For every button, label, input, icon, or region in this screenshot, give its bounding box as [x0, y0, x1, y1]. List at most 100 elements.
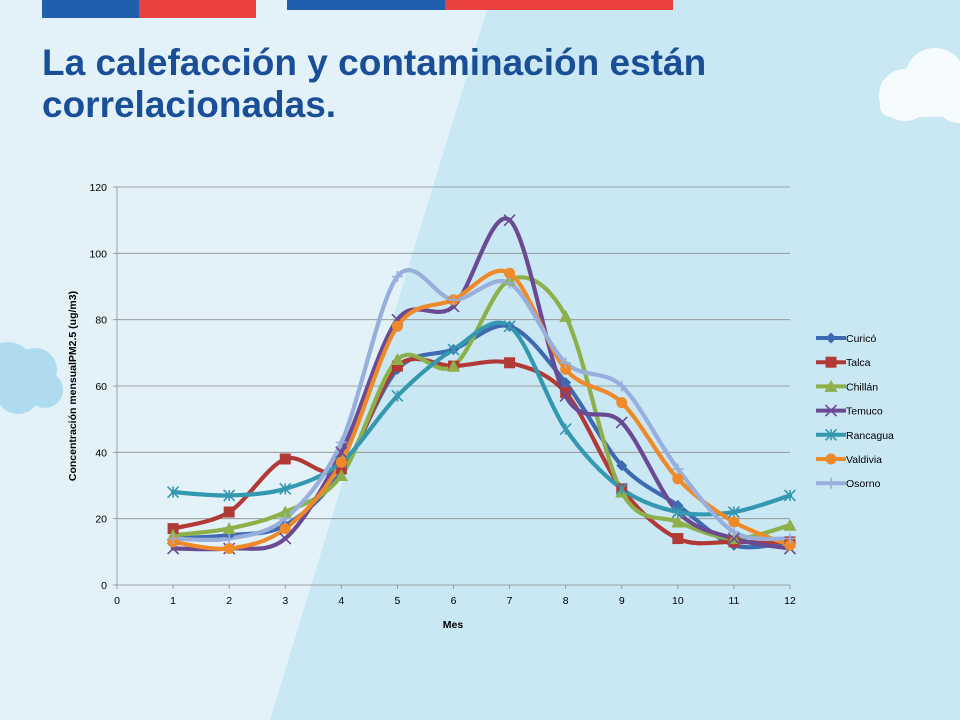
legend: Curicó Talca Chillán Temuco Rancagua Valdivia…	[816, 332, 894, 490]
data-point-Valdivia	[560, 363, 572, 375]
light-diagonal-panel	[0, 0, 490, 720]
data-point-Osorno	[391, 271, 403, 283]
series-line-Rancagua	[170, 320, 793, 517]
y-tick-label: 120	[89, 182, 107, 194]
data-point-Curicó	[616, 460, 628, 472]
stripe-red-left	[139, 0, 256, 18]
legend-swatch-marker	[825, 332, 837, 344]
x-tick-label: 7	[507, 595, 513, 607]
legend-label: Chillán	[846, 381, 878, 393]
legend-label: Rancagua	[846, 430, 894, 442]
data-point-Rancagua	[447, 343, 460, 356]
legend-swatch-marker	[825, 477, 837, 489]
data-point-Chillán	[671, 515, 685, 528]
y-axis-title: Concentración mensualPM2.5 (ug/m3)	[67, 291, 79, 481]
page-title-line2: correlacionadas.	[42, 84, 337, 125]
data-point-Rancagua	[279, 482, 292, 495]
data-point-Chillán	[278, 505, 292, 518]
data-point-Temuco	[615, 416, 628, 429]
data-point-Talca	[335, 463, 347, 475]
x-tick-label: 12	[784, 595, 796, 607]
data-point-Rancagua	[671, 505, 684, 519]
legend-swatch-marker	[824, 428, 838, 441]
y-tick-label: 20	[95, 514, 107, 526]
data-point-Rancagua	[391, 389, 404, 403]
cloud-icon	[0, 342, 63, 414]
x-tick-label: 6	[451, 595, 457, 607]
data-point-Talca	[391, 360, 403, 372]
data-point-Rancagua	[615, 482, 628, 495]
data-point-Temuco	[559, 389, 572, 403]
data-point-Talca	[279, 453, 291, 465]
page-title-line1: La calefacción y contaminación están	[42, 42, 707, 83]
data-point-Curicó	[560, 377, 572, 389]
data-point-Talca	[223, 506, 235, 518]
y-tick-label: 100	[89, 248, 107, 260]
data-point-Valdivia	[784, 539, 796, 551]
data-point-Valdivia	[616, 397, 628, 409]
data-point-Valdivia	[279, 523, 291, 535]
stripe-red-right	[445, 0, 673, 10]
cloud-icon	[879, 48, 960, 123]
series-markers	[166, 214, 797, 555]
x-tick-label: 8	[563, 595, 569, 607]
y-tick-label: 60	[95, 381, 107, 393]
series-lines	[170, 216, 793, 552]
data-point-Osorno	[672, 463, 684, 475]
data-point-Temuco	[279, 532, 292, 545]
data-point-Valdivia	[504, 267, 516, 279]
data-point-Osorno	[616, 380, 628, 392]
data-point-Rancagua	[727, 505, 740, 519]
x-tick-label: 0	[114, 595, 120, 607]
data-point-Chillán	[559, 309, 573, 322]
legend-label: Curicó	[846, 333, 877, 345]
data-point-Talca	[672, 533, 684, 545]
legend-swatch-marker	[824, 404, 838, 417]
data-point-Curicó	[672, 499, 684, 511]
x-tick-label: 1	[170, 595, 176, 607]
data-point-Talca	[504, 357, 516, 369]
data-point-Osorno	[784, 533, 796, 545]
legend-label: Talca	[846, 357, 871, 369]
legend-swatch-marker	[824, 379, 838, 392]
x-tick-label: 3	[282, 595, 288, 607]
y-tick-labels: 0 20 40 60 80 100 120	[89, 182, 107, 592]
data-point-Valdivia	[335, 456, 347, 468]
data-point-Osorno	[728, 526, 740, 538]
legend-swatch-marker	[825, 453, 837, 465]
legend-label: Osorno	[846, 478, 881, 490]
data-point-Osorno	[560, 357, 572, 369]
y-tick-label: 0	[101, 580, 107, 592]
stripe-blue-right	[287, 0, 445, 10]
data-point-Osorno	[335, 436, 347, 448]
data-point-Temuco	[727, 532, 740, 545]
page-title: La calefacción y contaminación están cor…	[42, 42, 902, 126]
data-point-Valdivia	[391, 320, 403, 332]
data-point-Temuco	[335, 446, 348, 459]
data-point-Osorno	[167, 533, 179, 545]
data-point-Rancagua	[559, 423, 572, 436]
data-point-Rancagua	[783, 489, 797, 502]
axes	[113, 186, 791, 589]
data-point-Chillán	[334, 469, 348, 482]
data-point-Temuco	[503, 214, 516, 227]
data-point-Chillán	[783, 518, 797, 531]
legend-swatch-marker	[825, 356, 837, 368]
legend-label: Valdivia	[846, 454, 882, 466]
x-tick-labels: 0 1 2 3 4 5 6 7 8 9 10 11 12	[114, 595, 796, 607]
x-tick-label: 2	[226, 595, 232, 607]
data-point-Talca	[560, 387, 572, 399]
y-tick-label: 80	[95, 315, 107, 327]
x-tick-label: 9	[619, 595, 625, 607]
data-point-Rancagua	[503, 320, 516, 333]
data-point-Talca	[167, 523, 179, 535]
data-point-Valdivia	[223, 543, 235, 555]
x-tick-label: 4	[338, 595, 344, 607]
data-point-Osorno	[448, 294, 459, 306]
x-tick-label: 11	[728, 595, 739, 607]
legend-label: Temuco	[846, 406, 883, 418]
data-point-Rancagua	[223, 489, 236, 502]
x-axis-title: Mes	[443, 619, 464, 631]
